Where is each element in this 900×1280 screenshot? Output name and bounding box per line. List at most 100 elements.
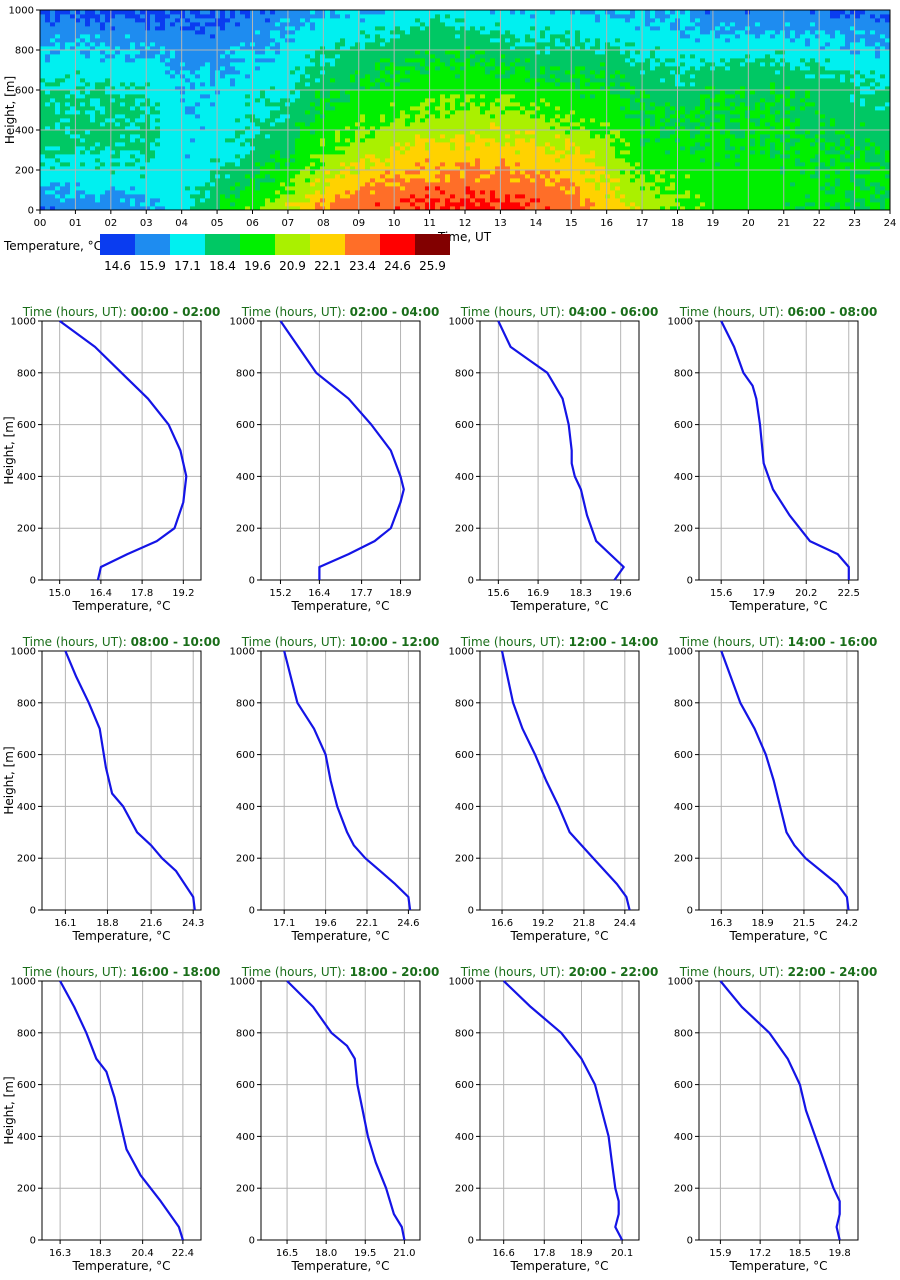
- heatmap-cell: [205, 146, 211, 151]
- heatmap-cell: [210, 202, 216, 207]
- heatmap-cell: [130, 194, 136, 199]
- heatmap-cell: [140, 126, 146, 131]
- heatmap-cell: [75, 206, 81, 211]
- heatmap-cell: [225, 58, 231, 63]
- heatmap-cell: [185, 86, 191, 91]
- heatmap-cell: [210, 118, 216, 123]
- heatmap-cell: [135, 206, 141, 211]
- heatmap-cell: [530, 98, 536, 103]
- heatmap-cell: [445, 186, 451, 191]
- heatmap-cell: [40, 182, 46, 187]
- heatmap-cell: [215, 178, 221, 183]
- heatmap-cell: [160, 150, 166, 155]
- heatmap-cell: [530, 94, 536, 99]
- heatmap-cell: [295, 198, 301, 203]
- heatmap-cell: [395, 178, 401, 183]
- heatmap-cell: [530, 134, 536, 139]
- heatmap-cell: [460, 22, 466, 27]
- heatmap-cell: [525, 206, 531, 211]
- heatmap-cell: [415, 18, 421, 23]
- heatmap-cell: [115, 110, 121, 115]
- heatmap-cell: [315, 26, 321, 31]
- heatmap-cell: [220, 118, 226, 123]
- heatmap-cell: [500, 126, 506, 131]
- heatmap-cell: [115, 194, 121, 199]
- heatmap-cell: [490, 206, 496, 211]
- heatmap-cell: [465, 102, 471, 107]
- heatmap-cell: [175, 86, 181, 91]
- heatmap-cell: [140, 62, 146, 67]
- heatmap-cell: [275, 182, 281, 187]
- heatmap-cell: [230, 26, 236, 31]
- heatmap-cell: [385, 206, 391, 211]
- heatmap-cell: [390, 194, 396, 199]
- heatmap-cell: [100, 118, 106, 123]
- heatmap-cell: [325, 190, 331, 195]
- heatmap-cell: [335, 118, 341, 123]
- heatmap-cell: [260, 10, 266, 15]
- heatmap-cell: [205, 178, 211, 183]
- heatmap-cell: [345, 78, 351, 83]
- heatmap-cell: [450, 110, 456, 115]
- heatmap-cell: [75, 114, 81, 119]
- heatmap-cell: [455, 178, 461, 183]
- heatmap-cell: [365, 50, 371, 55]
- heatmap-cell: [310, 158, 316, 163]
- heatmap-cell: [75, 22, 81, 27]
- heatmap-cell: [110, 58, 116, 63]
- heatmap-cell: [490, 94, 496, 99]
- heatmap-cell: [130, 138, 136, 143]
- heatmap-cell: [50, 138, 56, 143]
- heatmap-cell: [55, 86, 61, 91]
- heatmap-cell: [470, 146, 476, 151]
- heatmap-cell: [225, 30, 231, 35]
- heatmap-cell: [425, 142, 431, 147]
- heatmap-cell: [490, 46, 496, 51]
- heatmap-cell: [160, 186, 166, 191]
- heatmap-cell: [455, 158, 461, 163]
- heatmap-cell: [165, 46, 171, 51]
- heatmap-cell: [355, 118, 361, 123]
- heatmap-cell: [175, 174, 181, 179]
- heatmap-cell: [150, 102, 156, 107]
- heatmap-cell: [115, 174, 121, 179]
- heatmap-cell: [330, 66, 336, 71]
- heatmap-cell: [315, 194, 321, 199]
- heatmap-cell: [510, 202, 516, 207]
- heatmap-cell: [65, 26, 71, 31]
- heatmap-cell: [110, 194, 116, 199]
- heatmap-cell: [195, 130, 201, 135]
- heatmap-cell: [55, 26, 61, 31]
- heatmap-cell: [440, 134, 446, 139]
- heatmap-cell: [340, 166, 346, 171]
- heatmap-cell: [430, 50, 436, 55]
- heatmap-cell: [130, 62, 136, 67]
- heatmap-cell: [265, 42, 271, 47]
- heatmap-cell: [495, 122, 501, 127]
- heatmap-cell: [400, 90, 406, 95]
- heatmap-cell: [280, 126, 286, 131]
- heatmap-cell: [330, 118, 336, 123]
- heatmap-cell: [420, 98, 426, 103]
- heatmap-cell: [440, 170, 446, 175]
- heatmap-cell: [280, 134, 286, 139]
- heatmap-cell: [490, 110, 496, 115]
- heatmap-cell: [305, 74, 311, 79]
- heatmap-cell: [480, 22, 486, 27]
- heatmap-cell: [245, 18, 251, 23]
- heatmap-cell: [370, 190, 376, 195]
- heatmap-cell: [465, 142, 471, 147]
- heatmap-cell: [320, 54, 326, 59]
- heatmap-cell: [70, 70, 76, 75]
- heatmap-cell: [485, 134, 491, 139]
- heatmap-cell: [220, 18, 226, 23]
- heatmap-cell: [215, 58, 221, 63]
- heatmap-cell: [135, 138, 141, 143]
- heatmap-cell: [100, 130, 106, 135]
- heatmap-cell: [440, 186, 446, 191]
- heatmap-cell: [515, 18, 521, 23]
- heatmap-cell: [295, 30, 301, 35]
- heatmap-cell: [425, 106, 431, 111]
- heatmap-cell: [315, 74, 321, 79]
- heatmap-cell: [85, 66, 91, 71]
